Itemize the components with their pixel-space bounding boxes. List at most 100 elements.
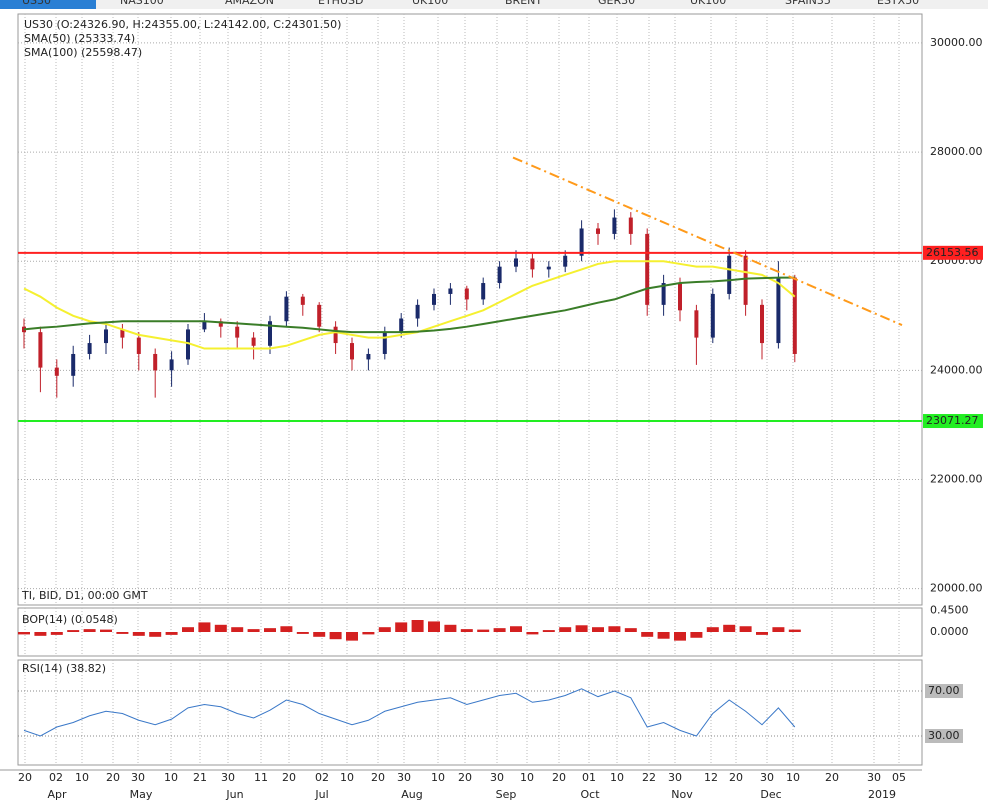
y-tick-label: 28000.00 (930, 145, 983, 158)
chart-title: US30 (O:24326.90, H:24355.00, L:24142.00… (24, 18, 341, 31)
candle-body (415, 304, 420, 319)
bop-bar (756, 632, 768, 635)
candle-body (235, 326, 240, 338)
rsi-panel (17, 659, 923, 766)
tab[interactable]: BRENT (505, 0, 542, 7)
y-tick-bg (925, 684, 963, 699)
bop-bar (378, 627, 391, 632)
candle-body (563, 255, 568, 267)
bop-bar (346, 632, 358, 641)
month-label: Jun (225, 788, 243, 801)
bop-bar (67, 630, 80, 632)
candle-body (628, 217, 633, 234)
bop-bar (657, 632, 670, 639)
x-tick-label: 20 (106, 771, 120, 784)
bop-bar (788, 629, 801, 632)
tab[interactable]: AMAZON (225, 0, 274, 7)
level-label-bg (923, 414, 983, 429)
tab[interactable]: ESTX50 (877, 0, 919, 7)
tab[interactable]: UK100 (412, 0, 448, 7)
level-label: 26153.56 (926, 246, 979, 259)
x-tick-label: 21 (193, 771, 207, 784)
candle-body (760, 304, 764, 344)
bop-bar (247, 629, 260, 632)
bop-bar (198, 622, 211, 632)
candle-body (38, 332, 43, 368)
candle-body (792, 277, 797, 354)
bop-bar (329, 632, 342, 640)
candle-body (530, 258, 535, 270)
x-tick-label: 01 (582, 771, 596, 784)
candle-body (481, 283, 486, 300)
bop-bar (739, 626, 752, 632)
bop-bar (116, 632, 129, 634)
candle-body (661, 283, 666, 305)
candle-body (71, 353, 76, 376)
x-tick-label: 10 (164, 771, 178, 784)
candle-body (612, 217, 617, 234)
candle-body (399, 318, 404, 333)
x-tick-label: 10 (520, 771, 534, 784)
bop-bar (50, 632, 63, 635)
x-tick-label: 22 (642, 771, 656, 784)
month-label: Aug (401, 788, 422, 801)
bop-bar (575, 625, 588, 632)
tab[interactable]: SPAIN35 (785, 0, 831, 7)
bop-bar (444, 624, 457, 632)
x-tick-label: 20 (729, 771, 743, 784)
level-label: 23071.27 (926, 414, 979, 427)
bop-bar (34, 632, 47, 636)
x-tick-label: 02 (49, 771, 63, 784)
active-tab (0, 0, 96, 9)
x-tick-label: 30 (397, 771, 411, 784)
x-tick-label: 20 (458, 771, 472, 784)
x-tick-label: 30 (131, 771, 145, 784)
candle-body (202, 321, 207, 330)
bop-bar (723, 624, 736, 632)
legend-entry: SMA(100) (25598.47) (24, 46, 142, 59)
tab[interactable]: UK100 (690, 0, 726, 7)
month-label: Nov (671, 788, 693, 801)
panel-title: RSI(14) (38.82) (22, 662, 106, 675)
bop-bar (706, 627, 719, 632)
x-tick-label: 02 (315, 771, 329, 784)
x-tick-label: 20 (825, 771, 839, 784)
tab-bar (0, 0, 988, 9)
candle-body (333, 326, 338, 344)
bop-bar (559, 627, 572, 632)
candle-body (710, 293, 715, 338)
candle-body (776, 277, 781, 344)
candle-body (251, 337, 256, 346)
candle-body (300, 296, 305, 305)
bop-bar (624, 628, 637, 632)
x-tick-label: 30 (668, 771, 682, 784)
bop-bar (100, 629, 112, 632)
bop-bar (542, 630, 555, 632)
bop-bar (165, 632, 178, 635)
legend-entry: SMA(50) (25333.74) (24, 32, 135, 45)
bop-bar (477, 629, 490, 632)
tab[interactable]: NAS100 (120, 0, 164, 7)
level-label-bg (923, 245, 983, 260)
candle-body (104, 329, 108, 344)
sma-line (23, 276, 795, 334)
candle-body (317, 304, 322, 327)
x-tick-label: 30 (760, 771, 774, 784)
sma-line (23, 260, 796, 350)
candle-body (546, 266, 551, 270)
bop-bar (231, 627, 244, 632)
x-tick-label: 20 (371, 771, 385, 784)
x-tick-label: 30 (867, 771, 881, 784)
tab[interactable]: GER30 (598, 0, 635, 7)
candle-body (645, 233, 650, 305)
y-tick-label: 0.4500 (930, 603, 969, 616)
x-tick-label: 10 (610, 771, 624, 784)
main-panel (17, 13, 923, 606)
tab[interactable]: ETHUSD (318, 0, 363, 7)
candle-body (464, 288, 469, 300)
candle-body (218, 321, 223, 327)
tab[interactable]: US30 (22, 0, 51, 7)
x-tick-label: 30 (221, 771, 235, 784)
bop-bar (641, 632, 654, 637)
